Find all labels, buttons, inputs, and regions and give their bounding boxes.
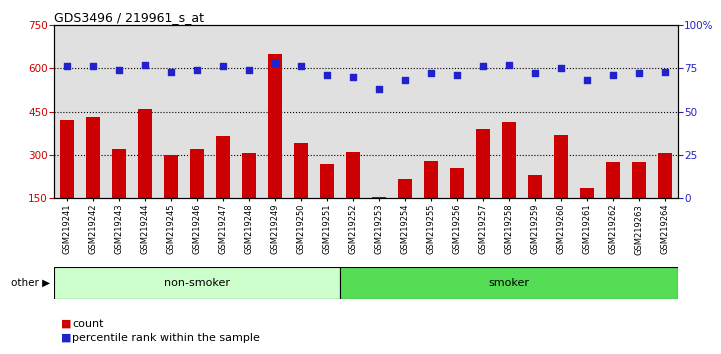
Bar <box>554 135 568 198</box>
Text: count: count <box>72 319 104 329</box>
Bar <box>54 267 340 299</box>
Bar <box>60 120 74 198</box>
Bar <box>54 25 80 198</box>
Bar <box>600 25 626 198</box>
Bar <box>652 25 678 198</box>
Bar <box>574 25 600 198</box>
Text: smoker: smoker <box>488 278 529 288</box>
Bar <box>138 109 152 198</box>
Point <box>633 70 645 76</box>
Point <box>217 64 229 69</box>
Bar <box>346 152 360 198</box>
Bar <box>340 267 678 299</box>
Bar <box>476 129 490 198</box>
Bar <box>293 143 308 198</box>
Point <box>139 62 151 68</box>
Bar <box>626 25 652 198</box>
Point <box>61 64 73 69</box>
Bar <box>132 25 158 198</box>
Point <box>607 72 619 78</box>
Bar <box>502 122 516 198</box>
Bar <box>392 25 418 198</box>
Bar <box>372 197 386 198</box>
Text: other ▶: other ▶ <box>12 278 50 288</box>
Bar <box>86 117 100 198</box>
Bar <box>444 25 470 198</box>
Bar <box>184 25 210 198</box>
Point <box>347 74 358 80</box>
Text: GDS3496 / 219961_s_at: GDS3496 / 219961_s_at <box>54 11 204 24</box>
Point <box>87 64 99 69</box>
Bar <box>216 136 230 198</box>
Point <box>113 67 125 73</box>
Bar <box>164 155 178 198</box>
Point <box>399 78 411 83</box>
Bar <box>340 25 366 198</box>
Bar <box>236 25 262 198</box>
Point <box>451 72 463 78</box>
Bar <box>314 25 340 198</box>
Point <box>503 62 515 68</box>
Bar <box>190 149 204 198</box>
Point <box>191 67 203 73</box>
Bar <box>80 25 106 198</box>
Point <box>243 67 255 73</box>
Bar <box>262 25 288 198</box>
Text: non-smoker: non-smoker <box>164 278 230 288</box>
Bar <box>496 25 522 198</box>
Point <box>295 64 306 69</box>
Point <box>425 70 437 76</box>
Point <box>165 69 177 74</box>
Bar <box>548 25 574 198</box>
Bar <box>470 25 496 198</box>
Text: ■: ■ <box>54 333 71 343</box>
Bar <box>366 25 392 198</box>
Point <box>555 65 567 71</box>
Point <box>477 64 489 69</box>
Bar <box>288 25 314 198</box>
Bar <box>450 168 464 198</box>
Bar <box>424 161 438 198</box>
Bar <box>398 179 412 198</box>
Bar <box>106 25 132 198</box>
Text: ■: ■ <box>54 319 71 329</box>
Bar <box>242 153 256 198</box>
Bar <box>112 149 126 198</box>
Point <box>269 60 280 66</box>
Point <box>529 70 541 76</box>
Bar <box>522 25 548 198</box>
Point <box>659 69 671 74</box>
Point <box>373 86 385 92</box>
Bar <box>158 25 184 198</box>
Point <box>581 78 593 83</box>
Bar <box>580 188 594 198</box>
Text: percentile rank within the sample: percentile rank within the sample <box>72 333 260 343</box>
Bar <box>606 162 620 198</box>
Point <box>321 72 332 78</box>
Bar <box>320 164 334 198</box>
Bar <box>658 153 672 198</box>
Bar <box>210 25 236 198</box>
Bar <box>528 175 542 198</box>
Bar <box>418 25 444 198</box>
Bar <box>632 162 646 198</box>
Bar <box>267 54 282 198</box>
